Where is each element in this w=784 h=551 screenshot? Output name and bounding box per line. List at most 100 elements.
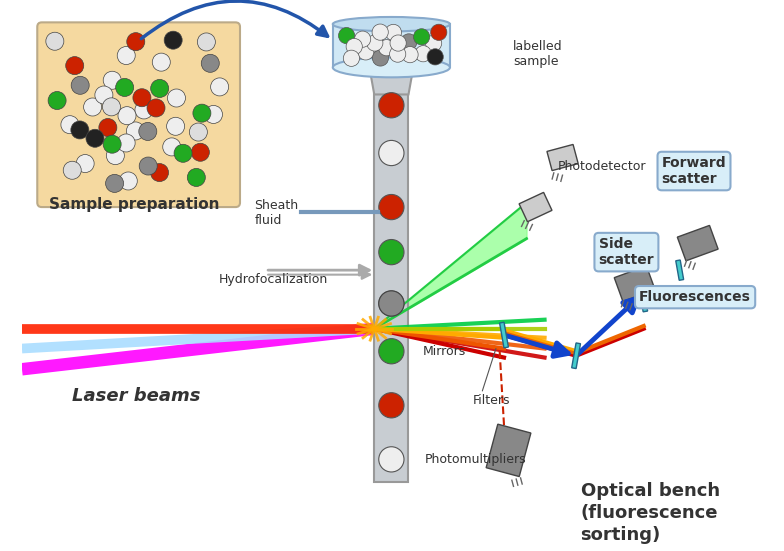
Circle shape [48, 91, 66, 110]
Text: Filters: Filters [473, 395, 510, 407]
Text: Sample preparation: Sample preparation [49, 197, 220, 212]
Circle shape [379, 447, 404, 472]
Ellipse shape [333, 57, 450, 77]
Circle shape [191, 143, 209, 161]
Circle shape [174, 144, 192, 163]
Circle shape [379, 240, 404, 264]
Circle shape [211, 78, 229, 96]
Circle shape [402, 46, 418, 63]
Circle shape [358, 44, 374, 60]
FancyBboxPatch shape [38, 23, 240, 207]
Polygon shape [486, 424, 531, 477]
Text: labelled
sample: labelled sample [513, 40, 563, 68]
Circle shape [133, 89, 151, 107]
Circle shape [190, 123, 208, 141]
Circle shape [426, 35, 441, 51]
Circle shape [126, 122, 144, 140]
Polygon shape [614, 266, 655, 301]
Text: Sheath
fluid: Sheath fluid [255, 199, 299, 228]
Circle shape [163, 138, 181, 156]
Text: Laser beams: Laser beams [71, 387, 200, 405]
Text: Fluorescences: Fluorescences [639, 290, 751, 304]
Circle shape [64, 161, 82, 179]
Circle shape [390, 46, 406, 62]
Text: Optical bench
(fluorescence
sorting): Optical bench (fluorescence sorting) [581, 482, 720, 544]
Circle shape [127, 33, 145, 51]
Circle shape [147, 99, 165, 117]
Bar [374, 94, 408, 482]
Circle shape [167, 117, 184, 136]
Text: Hydrofocalization: Hydrofocalization [219, 273, 328, 285]
Circle shape [379, 393, 404, 418]
Polygon shape [547, 144, 578, 171]
Circle shape [118, 46, 135, 64]
Polygon shape [676, 260, 684, 280]
Circle shape [379, 195, 404, 220]
Circle shape [86, 129, 104, 147]
Circle shape [343, 50, 360, 66]
Circle shape [118, 107, 136, 125]
Text: Mirrors: Mirrors [423, 345, 466, 358]
Polygon shape [519, 192, 552, 222]
Circle shape [379, 339, 404, 364]
Circle shape [168, 89, 186, 107]
Circle shape [379, 291, 404, 316]
Circle shape [139, 122, 157, 141]
Circle shape [346, 39, 362, 55]
Circle shape [385, 24, 401, 41]
Circle shape [379, 141, 404, 166]
Circle shape [205, 105, 223, 123]
Circle shape [401, 34, 417, 50]
Circle shape [379, 40, 394, 56]
Circle shape [193, 104, 211, 122]
Circle shape [106, 174, 124, 192]
Circle shape [61, 116, 79, 134]
Circle shape [103, 98, 121, 116]
Text: Photomultipliers: Photomultipliers [425, 453, 526, 466]
Circle shape [430, 24, 447, 40]
Circle shape [117, 134, 135, 152]
Polygon shape [677, 225, 718, 261]
Circle shape [116, 78, 133, 96]
Circle shape [413, 29, 430, 45]
Circle shape [201, 55, 220, 72]
Circle shape [103, 135, 122, 153]
Circle shape [151, 164, 169, 182]
Circle shape [427, 48, 443, 65]
Circle shape [198, 33, 216, 51]
Circle shape [379, 291, 404, 316]
Circle shape [103, 71, 122, 89]
Bar [333, 24, 450, 67]
Circle shape [367, 35, 383, 51]
Circle shape [45, 32, 64, 50]
Ellipse shape [333, 17, 450, 31]
Circle shape [76, 154, 94, 172]
Polygon shape [572, 343, 580, 369]
Circle shape [95, 86, 113, 104]
Text: Side
scatter: Side scatter [599, 237, 654, 267]
Circle shape [187, 169, 205, 186]
Circle shape [151, 79, 169, 98]
Text: Forward
scatter: Forward scatter [662, 156, 726, 186]
Circle shape [140, 157, 158, 175]
Circle shape [152, 53, 170, 71]
Circle shape [372, 50, 389, 66]
Circle shape [119, 172, 137, 190]
Polygon shape [366, 50, 416, 94]
Circle shape [354, 31, 371, 47]
Circle shape [372, 24, 388, 40]
Circle shape [66, 57, 84, 74]
Circle shape [107, 147, 125, 165]
Circle shape [71, 121, 89, 139]
Circle shape [339, 28, 354, 44]
Circle shape [379, 93, 404, 118]
Circle shape [99, 118, 117, 137]
Polygon shape [499, 322, 508, 348]
Circle shape [84, 98, 102, 116]
Circle shape [390, 35, 406, 51]
Text: Photodetector: Photodetector [558, 160, 647, 173]
Circle shape [135, 101, 153, 119]
Circle shape [71, 76, 89, 94]
Polygon shape [640, 291, 648, 312]
Circle shape [164, 31, 182, 49]
